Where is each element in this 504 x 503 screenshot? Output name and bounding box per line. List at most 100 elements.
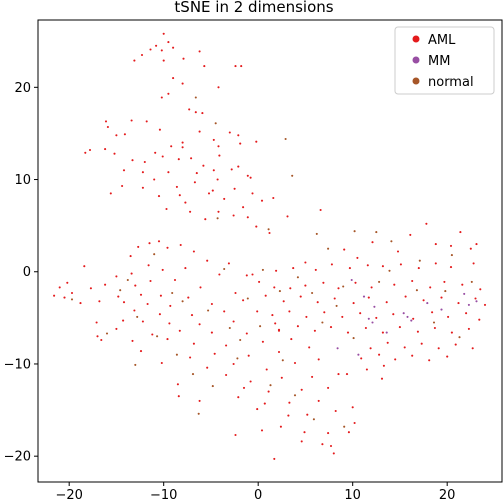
scatter-point-aml-191 xyxy=(327,432,330,435)
scatter-point-aml-266 xyxy=(296,325,299,328)
scatter-point-aml-280 xyxy=(420,342,423,345)
scatter-point-aml-244 xyxy=(367,296,370,299)
scatter-point-aml-255 xyxy=(323,311,326,314)
scatter-point-aml-197 xyxy=(273,457,276,460)
scatter-point-normal-8 xyxy=(353,230,356,233)
scatter-point-aml-237 xyxy=(479,288,482,291)
scatter-point-aml-184 xyxy=(306,413,309,416)
scatter-point-aml-4 xyxy=(149,48,152,51)
scatter-point-aml-136 xyxy=(168,322,171,325)
scatter-point-aml-202 xyxy=(304,261,307,264)
scatter-point-normal-32 xyxy=(342,285,345,288)
scatter-point-aml-273 xyxy=(416,330,419,333)
scatter-point-normal-0 xyxy=(291,174,294,177)
y-tick-label: −20 xyxy=(4,450,31,465)
scatter-point-aml-270 xyxy=(364,326,367,330)
scatter-point-aml-98 xyxy=(184,267,187,270)
x-tick-label: −20 xyxy=(55,488,82,503)
scatter-point-mm-6 xyxy=(475,300,478,303)
scatter-point-aml-126 xyxy=(210,302,213,306)
scatter-point-aml-150 xyxy=(192,342,195,345)
scatter-point-aml-123 xyxy=(122,301,126,304)
scatter-point-aml-68 xyxy=(109,192,112,195)
scatter-point-normal-18 xyxy=(343,425,346,428)
scatter-point-mm-9 xyxy=(357,353,360,356)
scatter-point-aml-242 xyxy=(333,297,336,300)
scatter-point-aml-259 xyxy=(392,313,395,316)
scatter-point-mm-10 xyxy=(350,278,353,282)
scatter-point-aml-37 xyxy=(104,148,107,151)
scatter-point-aml-28 xyxy=(228,131,231,134)
scatter-point-aml-211 xyxy=(449,266,453,269)
scatter-point-aml-134 xyxy=(122,319,125,322)
scatter-point-normal-46 xyxy=(378,280,381,283)
scatter-point-aml-137 xyxy=(198,323,201,326)
scatter-point-normal-52 xyxy=(236,357,239,360)
scatter-point-aml-84 xyxy=(255,225,258,228)
scatter-point-normal-7 xyxy=(327,247,330,250)
scatter-point-aml-235 xyxy=(443,280,446,283)
scatter-point-normal-50 xyxy=(175,353,178,356)
scatter-point-aml-198 xyxy=(329,444,333,448)
scatter-point-aml-284 xyxy=(360,357,363,360)
scatter-point-aml-9 xyxy=(133,59,136,62)
scatter-point-aml-25 xyxy=(106,125,109,129)
scatter-point-aml-138 xyxy=(232,320,235,323)
scatter-point-aml-213 xyxy=(343,248,346,251)
scatter-point-aml-176 xyxy=(177,395,180,398)
scatter-point-aml-214 xyxy=(356,256,359,259)
scatter-point-aml-40 xyxy=(154,151,157,154)
scatter-point-aml-285 xyxy=(378,353,381,356)
scatter-point-aml-160 xyxy=(160,361,163,365)
scatter-point-normal-33 xyxy=(296,276,299,279)
scatter-point-aml-114 xyxy=(117,295,120,298)
scatter-point-aml-31 xyxy=(115,134,118,137)
scatter-point-aml-16 xyxy=(217,86,220,89)
scatter-point-normal-9 xyxy=(375,231,378,234)
scatter-point-aml-13 xyxy=(240,65,243,68)
scatter-point-normal-22 xyxy=(171,291,174,295)
scatter-point-aml-36 xyxy=(170,145,173,148)
scatter-point-normal-48 xyxy=(444,290,447,293)
scatter-point-aml-70 xyxy=(157,195,161,198)
scatter-point-aml-139 xyxy=(274,322,277,325)
scatter-point-aml-229 xyxy=(337,287,340,290)
scatter-point-normal-40 xyxy=(153,253,156,256)
scatter-point-aml-245 xyxy=(385,301,388,304)
scatter-point-aml-111 xyxy=(149,279,152,283)
scatter-point-aml-49 xyxy=(143,160,146,164)
scatter-point-aml-58 xyxy=(246,174,249,177)
scatter-point-aml-288 xyxy=(428,359,431,362)
scatter-point-aml-88 xyxy=(157,240,161,243)
scatter-point-aml-35 xyxy=(239,142,242,145)
scatter-point-aml-153 xyxy=(290,338,293,341)
scatter-point-aml-239 xyxy=(282,300,285,303)
scatter-point-aml-119 xyxy=(63,296,66,299)
scatter-point-aml-113 xyxy=(199,286,202,289)
scatter-point-mm-3 xyxy=(371,321,374,324)
scatter-point-aml-118 xyxy=(234,291,237,295)
scatter-point-aml-101 xyxy=(218,273,221,276)
scatter-point-aml-205 xyxy=(348,267,351,270)
scatter-point-aml-21 xyxy=(194,111,197,114)
scatter-point-aml-45 xyxy=(218,154,221,157)
scatter-point-aml-92 xyxy=(179,243,182,247)
scatter-point-aml-152 xyxy=(261,340,264,343)
scatter-point-aml-62 xyxy=(193,181,196,184)
scatter-point-normal-5 xyxy=(267,228,270,231)
scatter-point-aml-71 xyxy=(207,192,211,195)
legend-marker-aml xyxy=(412,35,420,43)
scatter-point-aml-120 xyxy=(53,294,56,297)
scatter-point-aml-133 xyxy=(95,321,98,324)
scatter-point-aml-291 xyxy=(382,364,385,367)
scatter-point-normal-35 xyxy=(156,335,159,338)
scatter-point-aml-116 xyxy=(159,294,162,297)
tick-marks: −20 −10 0 10 20 −20 −10 0 10 20 xyxy=(4,81,456,503)
scatter-point-normal-28 xyxy=(458,336,461,339)
scatter-point-aml-128 xyxy=(133,309,136,312)
scatter-point-aml-102 xyxy=(245,274,248,277)
scatter-point-normal-27 xyxy=(432,321,436,324)
scatter-point-aml-286 xyxy=(394,358,397,361)
scatter-point-aml-22 xyxy=(145,120,148,123)
